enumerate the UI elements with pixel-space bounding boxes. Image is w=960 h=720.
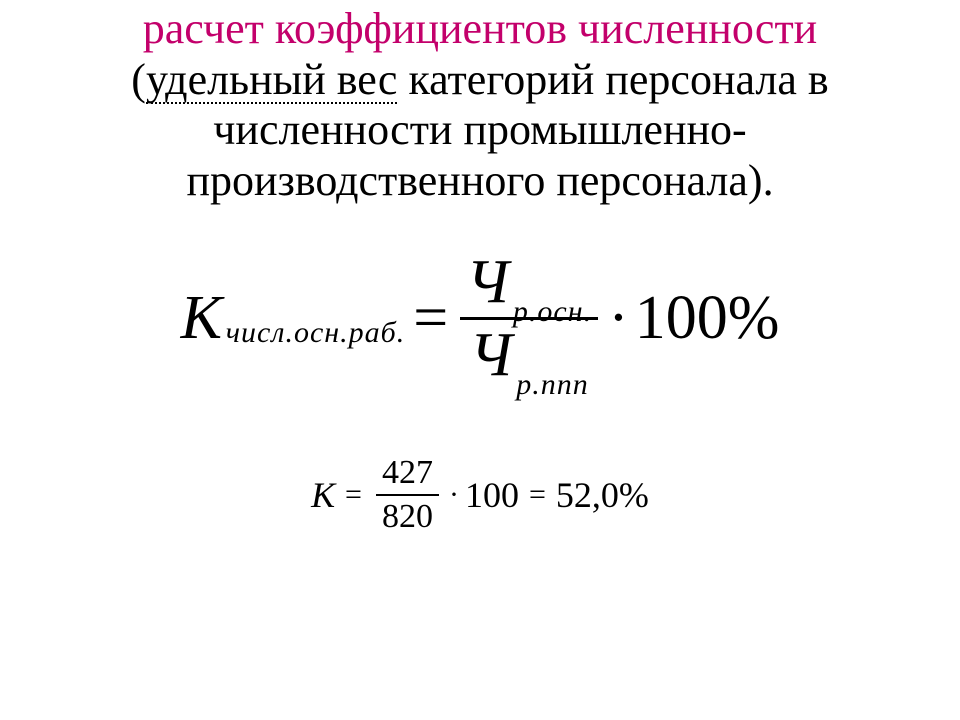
formula-calc: К = 427 820 · 100 = 52,0% [20,456,940,534]
title-line-3: численности промышленно- [213,105,746,154]
fraction: Ч р.осн. Ч р.ппп [460,251,598,386]
calc-equals-2: = [529,478,546,512]
formula-main: К числ.осн.раб. = Ч р.осн. Ч р.ппп · 100… [20,251,940,386]
slide: расчет коэффициентов численности (удельн… [0,0,960,720]
title-line-2-rest: категорий персонала в [397,55,828,104]
numerator-symbol: Ч [466,251,509,313]
numerator: Ч р.осн. [460,251,598,313]
underlined-term: удельный вес [146,58,398,104]
title-line-2: (удельный вес категорий персонала в [131,55,828,104]
title-line-4: производственного персонала). [186,156,773,205]
hundred-percent: 100% [635,283,780,354]
multiply-dot: · [608,283,629,354]
paren-open: ( [131,55,146,104]
calc-fraction-bar [376,494,439,496]
calc-denominator: 820 [376,500,439,534]
equals-sign: = [413,283,448,354]
numerator-subscript: р.осн. [513,297,592,327]
denominator-symbol: Ч [470,324,513,386]
calc-numerator: 427 [376,456,439,490]
calc-multiply-dot: · [449,478,459,512]
denominator: Ч р.ппп [464,324,595,386]
calc-fraction: 427 820 [376,456,439,534]
symbol-K: К [181,283,222,354]
calc-result: 52,0% [556,474,649,516]
denominator-subscript: р.ппп [516,370,589,400]
calc-K: К [311,474,335,516]
calc-hundred: 100 [465,474,519,516]
title-line-1: расчет коэффициентов численности [143,4,817,53]
heading-block: расчет коэффициентов численности (удельн… [20,4,940,206]
calc-equals-1: = [345,478,362,512]
K-subscript: числ.осн.раб. [226,316,406,350]
